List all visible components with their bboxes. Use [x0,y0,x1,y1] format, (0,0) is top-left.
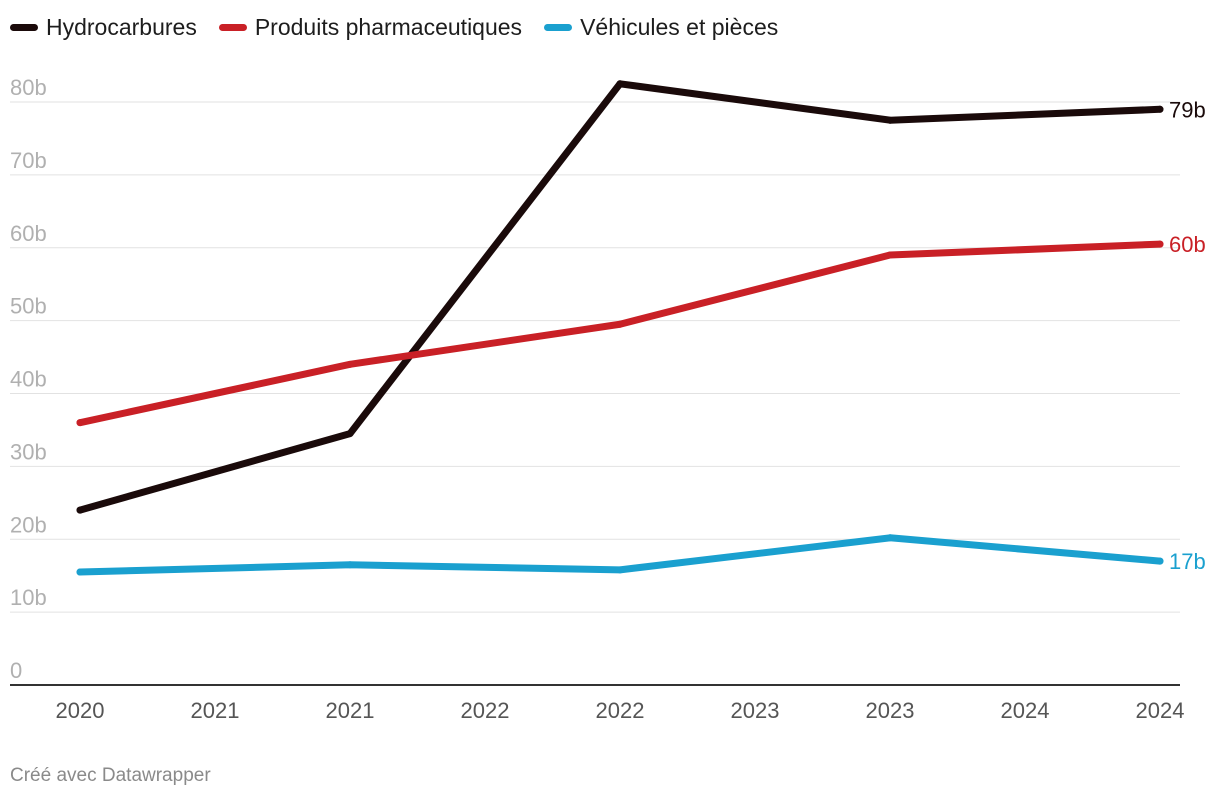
legend-item-0: Hydrocarbures [10,14,197,41]
x-tick-label: 2020 [56,698,105,723]
data-point [616,80,624,88]
x-tick-label: 2023 [731,698,780,723]
y-tick-label: 40b [10,367,47,392]
legend-label: Hydrocarbures [46,14,197,40]
series-line-1 [76,240,1164,427]
legend-swatch [10,24,38,31]
y-tick-label: 80b [10,75,47,100]
data-point [616,320,624,328]
data-point [1156,557,1164,565]
x-tick-label: 2021 [326,698,375,723]
x-tick-label: 2021 [191,698,240,723]
x-tick-label: 2024 [1136,698,1185,723]
y-tick-label: 0 [10,658,22,683]
series-end-label: 79b [1169,97,1206,122]
legend-label: Véhicules et pièces [580,14,779,40]
y-tick-label: 60b [10,221,47,246]
data-point [616,566,624,574]
data-point [76,419,84,427]
series-end-label: 17b [1169,549,1206,574]
series-line-0 [76,80,1164,514]
data-point [886,116,894,124]
legend-swatch [218,24,247,31]
y-tick-label: 50b [10,294,47,319]
legend-label: Produits pharmaceutiques [254,14,523,40]
y-tick-label: 10b [10,585,47,610]
data-point [1156,105,1164,113]
series-end-label: 60b [1169,232,1206,257]
data-point [76,568,84,576]
legend-item-1: Produits pharmaceutiques [218,14,523,41]
line-chart: 0 10b 20b 30b 40b 50b 60b 70b 80b 2020 2021 2021 202… [10,75,1206,723]
data-point [886,534,894,542]
x-tick-label: 2022 [461,698,510,723]
data-point [346,561,354,569]
data-point [346,430,354,438]
data-point [886,251,894,259]
x-tick-label: 2022 [596,698,645,723]
y-tick-label: 30b [10,439,47,464]
x-tick-label: 2023 [866,698,915,723]
legend-swatch [544,24,573,31]
x-tick-label: 2024 [1001,698,1050,723]
legend-item-2: Véhicules et pièces [544,14,778,41]
footer-credit: Créé avec Datawrapper [10,765,211,786]
legend: Hydrocarbures Produits pharmaceutiques Véh… [10,14,778,41]
data-point [346,360,354,368]
y-tick-label: 70b [10,148,47,173]
data-point [76,506,84,514]
y-tick-label: 20b [10,512,47,537]
data-point [1156,240,1164,248]
